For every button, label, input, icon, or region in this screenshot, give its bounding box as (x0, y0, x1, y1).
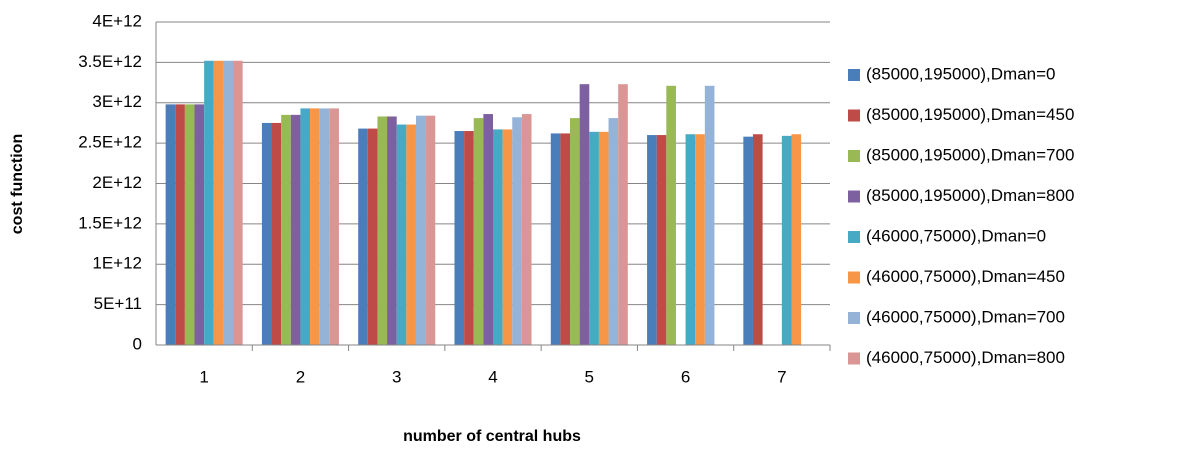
x-tick-label: 5 (585, 367, 594, 386)
bar (319, 108, 330, 345)
bar (521, 114, 532, 346)
bar (589, 131, 599, 345)
x-tick-label: 3 (392, 367, 401, 386)
bar (791, 134, 802, 345)
legend-swatch (848, 109, 860, 122)
y-axis-title: cost function (9, 134, 26, 234)
legend-swatch (848, 312, 860, 324)
x-tick-label: 6 (681, 367, 690, 386)
bar (685, 134, 696, 345)
bar (310, 108, 320, 345)
bar (598, 131, 609, 345)
legend-label: (46000,75000),Dman=800 (866, 348, 1065, 367)
bar (570, 118, 580, 345)
y-tick-label: 2.5E+12 (78, 133, 142, 152)
x-axis-title: number of central hubs (403, 428, 581, 445)
legend-swatch (848, 150, 860, 162)
bar (550, 133, 561, 345)
x-tick-label: 2 (296, 367, 305, 386)
bar (184, 104, 195, 346)
y-tick-label: 1.5E+12 (78, 213, 142, 232)
bar (261, 122, 272, 345)
legend-label: (46000,75000),Dman=0 (866, 226, 1046, 245)
y-tick-label: 5E+11 (94, 294, 142, 313)
legend-swatch (848, 352, 860, 365)
bar (695, 134, 705, 345)
bar (223, 60, 234, 345)
bar (743, 136, 753, 345)
bar (454, 131, 465, 345)
bar (425, 115, 436, 345)
x-tick-label: 4 (488, 367, 497, 386)
y-tick-label: 1E+12 (92, 254, 142, 273)
legend-label: (46000,75000),Dman=700 (866, 307, 1065, 326)
y-tick-label: 2E+12 (92, 173, 142, 192)
bar (512, 117, 522, 345)
bar (781, 135, 792, 345)
legend-swatch (848, 271, 860, 284)
bar (406, 124, 416, 346)
bar (300, 108, 311, 345)
y-tick-label: 3E+12 (92, 92, 142, 111)
bar (666, 85, 676, 345)
bar (281, 114, 291, 345)
x-tick-label: 1 (199, 367, 208, 386)
legend-label: (46000,75000),Dman=450 (866, 267, 1065, 286)
legend-label: (85000,195000),Dman=450 (866, 105, 1074, 124)
legend-swatch (848, 190, 860, 203)
bar (358, 128, 368, 345)
bar (175, 104, 185, 346)
bar (502, 129, 513, 345)
legend-label: (85000,195000),Dman=800 (866, 186, 1074, 205)
legend-swatch (848, 69, 860, 81)
bar (464, 131, 474, 345)
bar (204, 60, 214, 345)
bar (213, 60, 224, 345)
bar (483, 114, 493, 346)
y-tick-label: 4E+12 (92, 11, 142, 30)
bar (367, 128, 378, 345)
bar (579, 84, 590, 346)
legend-swatch (848, 231, 860, 243)
bar (329, 108, 339, 345)
bar (656, 135, 667, 345)
bar (165, 104, 176, 346)
legend-label: (85000,195000),Dman=700 (866, 145, 1074, 164)
bar (752, 134, 763, 345)
bar (560, 133, 571, 345)
bar (493, 129, 503, 345)
bar (271, 122, 282, 345)
bar (290, 114, 301, 345)
y-tick-label: 3.5E+12 (78, 52, 142, 71)
bar (473, 118, 484, 345)
bar (377, 116, 388, 345)
bar (396, 124, 407, 346)
bar (387, 116, 397, 345)
bar (608, 118, 619, 345)
bar (415, 115, 426, 345)
bar (618, 84, 628, 346)
legend-label: (85000,195000),Dman=0 (866, 64, 1056, 83)
x-tick-label: 7 (777, 367, 786, 386)
bar (647, 135, 657, 345)
y-tick-label: 0 (133, 334, 142, 353)
bar (704, 85, 715, 345)
bar (233, 60, 243, 345)
bar (194, 104, 205, 346)
